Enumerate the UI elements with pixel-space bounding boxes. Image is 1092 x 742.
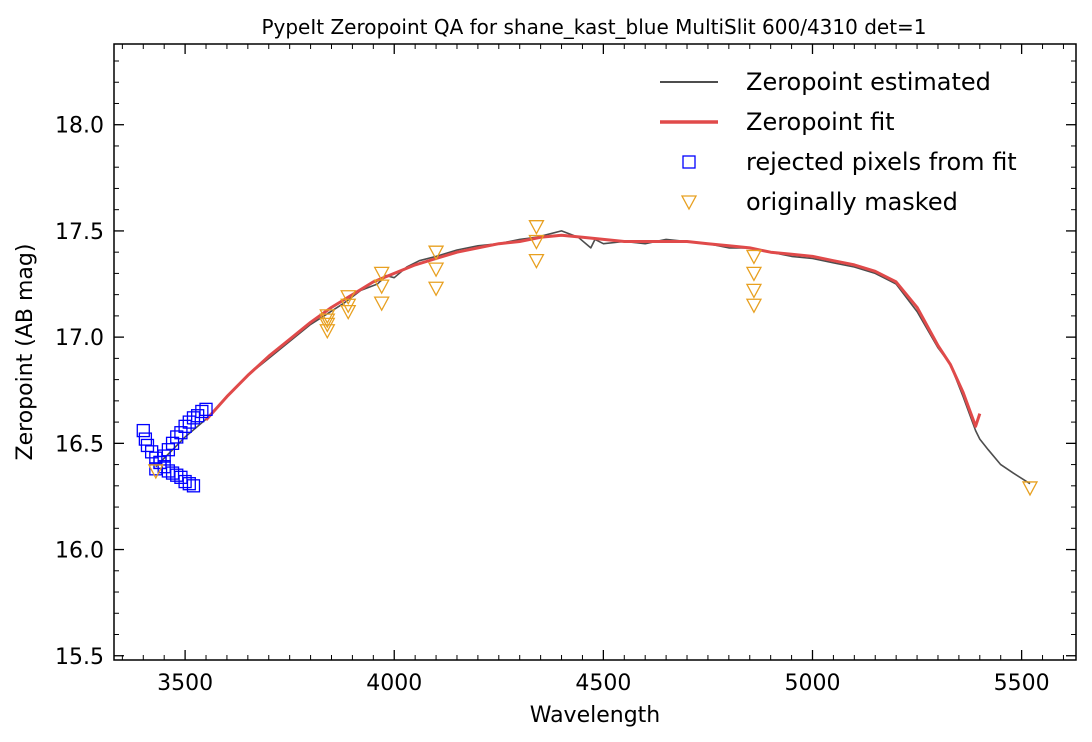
y-tick-label: 16.0 [55, 539, 104, 564]
marker-originally-masked [373, 266, 390, 282]
marker-rejected-pixels-from-fit [153, 455, 167, 470]
x-tick-label: 4500 [575, 671, 631, 696]
legend-label-originally-masked: originally masked [746, 188, 958, 216]
y-tick-label: 18.0 [55, 114, 104, 139]
chart-title: PypeIt Zeropoint QA for shane_kast_blue … [261, 15, 926, 39]
series-layer [136, 220, 1039, 497]
marker-rejected-pixels-from-fit [199, 402, 213, 417]
marker-rejected-pixels-from-fit [195, 404, 209, 419]
marker-originally-masked [340, 304, 357, 321]
legend-label-zeropoint-estimated: Zeropoint estimated [746, 68, 991, 96]
marker-originally-masked [319, 324, 336, 340]
y-tick-label: 17.5 [55, 220, 104, 245]
x-tick-label: 5000 [784, 671, 840, 696]
legend-swatch-originally-masked [680, 195, 698, 211]
y-tick-label: 16.5 [55, 432, 104, 457]
marker-originally-masked [373, 279, 390, 295]
legend-swatch-rejected-pixels-from-fit [682, 155, 696, 169]
x-tick-label: 5500 [994, 671, 1050, 696]
marker-rejected-pixels-from-fit [136, 423, 150, 438]
legend-label-zeropoint-fit: Zeropoint fit [746, 108, 895, 136]
marker-originally-masked [427, 281, 445, 297]
y-axis-label: Zeropoint (AB mag) [13, 244, 38, 461]
marker-originally-masked [147, 464, 164, 480]
x-tick-label: 3500 [157, 671, 213, 696]
legend-label-rejected-pixels-from-fit: rejected pixels from fit [746, 148, 1017, 176]
y-tick-label: 17.0 [55, 326, 104, 351]
marker-originally-masked [528, 234, 545, 250]
marker-originally-masked [528, 254, 545, 270]
marker-originally-masked [745, 249, 763, 265]
marker-originally-masked [427, 262, 445, 278]
x-axis-label: Wavelength [530, 703, 661, 728]
marker-originally-masked [373, 296, 390, 312]
marker-originally-masked [427, 245, 445, 261]
y-tick-label: 15.5 [55, 645, 104, 670]
marker-originally-masked [340, 290, 357, 306]
marker-originally-masked [319, 309, 336, 325]
marker-rejected-pixels-from-fit [178, 474, 192, 489]
plot-frame [113, 43, 1077, 661]
marker-rejected-pixels-from-fit [165, 466, 180, 480]
marker-rejected-pixels-from-fit [178, 419, 192, 433]
legend: Zeropoint estimated Zeropoint fit rejected… [660, 68, 1017, 216]
marker-rejected-pixels-from-fit [182, 477, 196, 491]
marker-rejected-pixels-from-fit [149, 451, 163, 465]
marker-rejected-pixels-from-fit [170, 430, 184, 444]
series-line-zeropoint-estimated [155, 230, 1031, 485]
marker-originally-masked [1021, 481, 1039, 497]
marker-originally-masked [745, 283, 763, 299]
marker-rejected-pixels-from-fit [186, 479, 201, 493]
marker-originally-masked [528, 220, 545, 236]
x-tick-label: 4000 [366, 671, 422, 696]
series-line-zeropoint-fit [204, 233, 982, 428]
marker-originally-masked [319, 313, 336, 329]
axis-ticks: 3500 4000 4500 5000 5500 15.5 16.0 16.5 17.0 17.5… [55, 44, 1076, 696]
marker-originally-masked [745, 298, 763, 314]
marker-originally-masked [745, 266, 763, 282]
